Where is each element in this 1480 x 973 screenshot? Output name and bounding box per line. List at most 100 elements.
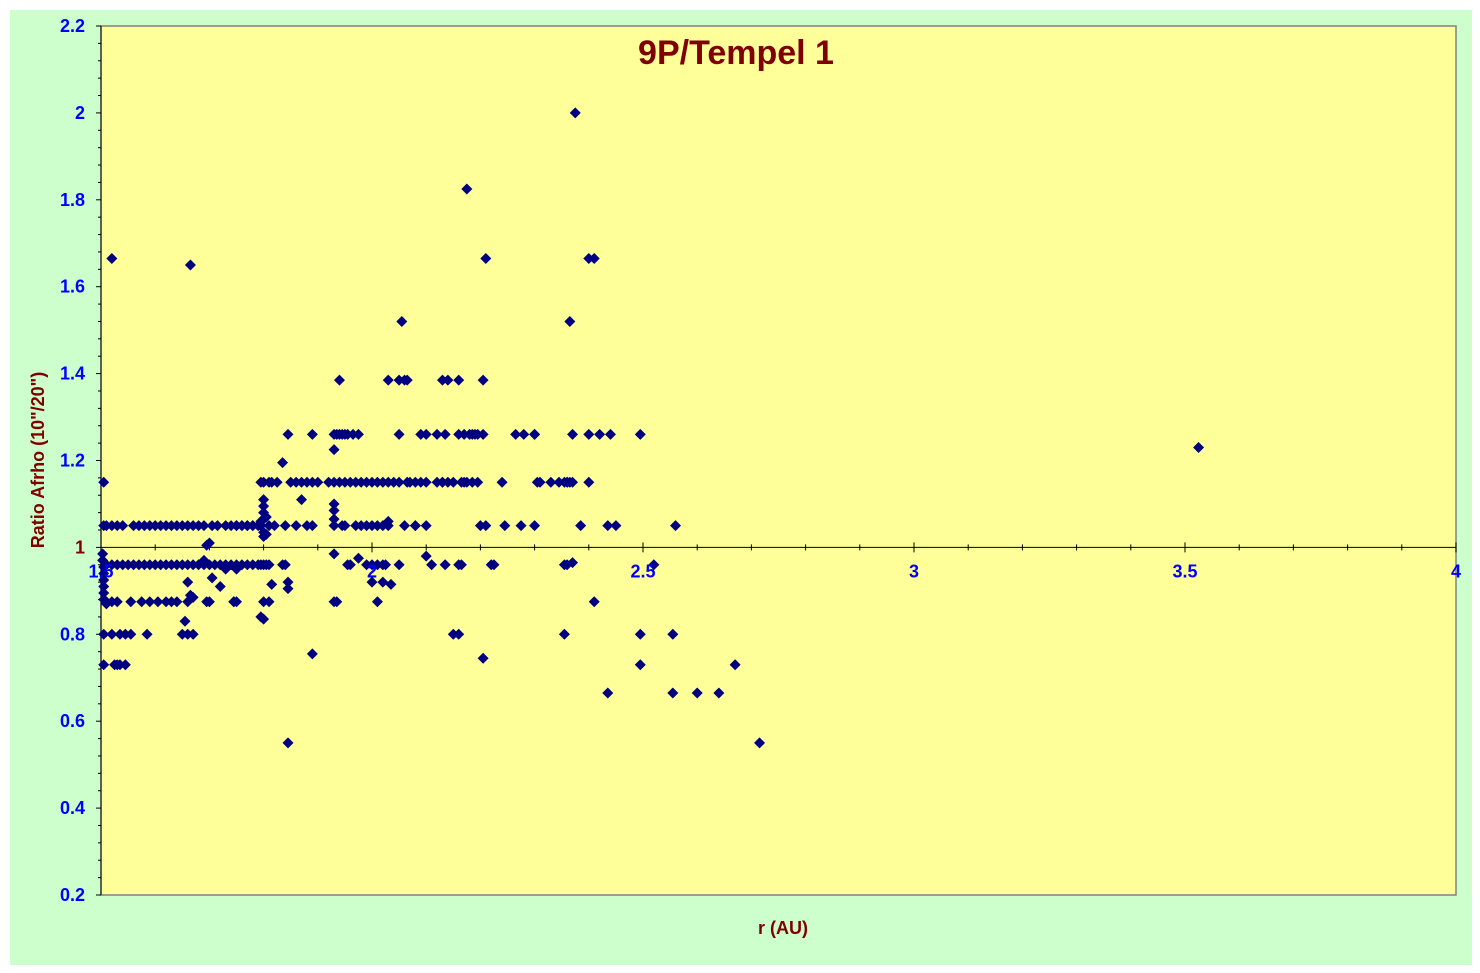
data-point (464, 428, 476, 440)
data-point (634, 428, 646, 440)
data-point (328, 520, 340, 532)
data-point (141, 628, 153, 640)
data-point (184, 259, 196, 271)
x-tick-label: 1.5 (88, 561, 113, 581)
data-point (98, 659, 110, 671)
data-point (212, 520, 224, 532)
data-point (480, 520, 492, 532)
data-point (382, 515, 394, 527)
data-point (648, 559, 660, 571)
x-tick-label: 2.5 (630, 561, 655, 581)
data-point (385, 578, 397, 590)
data-point (380, 559, 392, 571)
data-point (260, 511, 272, 523)
x-tick-label: 2 (367, 561, 377, 581)
data-point (97, 548, 109, 560)
data-point (312, 476, 324, 488)
data-point (529, 520, 541, 532)
data-point (1193, 441, 1205, 453)
data-point (258, 500, 270, 512)
data-point (198, 554, 210, 566)
data-point (575, 520, 587, 532)
data-point (472, 428, 484, 440)
data-point (179, 615, 191, 627)
data-point (290, 520, 302, 532)
data-point (558, 628, 570, 640)
data-point (670, 520, 682, 532)
data-point (266, 578, 278, 590)
data-point (583, 476, 595, 488)
x-tick-label: 3 (909, 561, 919, 581)
data-point (436, 476, 448, 488)
data-point (442, 374, 454, 386)
data-point (545, 476, 557, 488)
data-point (567, 428, 579, 440)
data-point (729, 659, 741, 671)
data-point (203, 596, 215, 608)
data-point (279, 520, 291, 532)
data-point (182, 628, 194, 640)
data-point (282, 428, 294, 440)
data-point (328, 548, 340, 560)
data-point (198, 520, 210, 532)
y-tick-label: 1.2 (60, 451, 85, 471)
data-point (328, 513, 340, 525)
data-point (439, 428, 451, 440)
data-point (553, 476, 565, 488)
data-point (263, 596, 275, 608)
data-point (399, 520, 411, 532)
data-point (569, 107, 581, 119)
data-point (339, 520, 351, 532)
data-point (604, 428, 616, 440)
data-point (567, 476, 579, 488)
y-tick-label: 1.4 (60, 364, 85, 384)
data-point (515, 520, 527, 532)
data-point (477, 374, 489, 386)
data-point (602, 520, 614, 532)
data-point (426, 559, 438, 571)
data-point (333, 374, 345, 386)
data-point (439, 559, 451, 571)
data-point (98, 574, 110, 586)
data-point (119, 659, 131, 671)
data-point (328, 498, 340, 510)
data-point (260, 528, 272, 540)
y-tick-label: 1 (75, 537, 85, 557)
data-point (220, 563, 232, 575)
data-point (328, 504, 340, 516)
data-point (371, 596, 383, 608)
data-point (401, 374, 413, 386)
plot-area (100, 25, 1457, 896)
data-point (263, 559, 275, 571)
y-tick-label: 2 (75, 103, 85, 123)
data-point (583, 428, 595, 440)
data-point (602, 687, 614, 699)
data-point (691, 687, 703, 699)
data-point (98, 587, 110, 599)
data-point (634, 659, 646, 671)
x-axis-title: r (AU) (758, 918, 808, 938)
data-point (567, 557, 579, 569)
data-point (282, 576, 294, 588)
data-point (529, 428, 541, 440)
data-point (296, 494, 308, 506)
x-tick-label: 3.5 (1172, 561, 1197, 581)
data-points (97, 107, 1205, 749)
y-tick-label: 1.8 (60, 190, 85, 210)
data-point (98, 628, 110, 640)
data-point (477, 652, 489, 664)
data-point (518, 428, 530, 440)
data-point (377, 576, 389, 588)
data-point (396, 315, 408, 327)
data-point (461, 183, 473, 195)
data-point (588, 252, 600, 264)
data-point (366, 576, 378, 588)
data-point (455, 559, 467, 571)
tick-labels: 0.2 0.4 0.6 0.8 1 1.2 1.4 1.6 1.8 2 2.2 1.5 2 2.5 3 3.5… (60, 16, 1461, 905)
data-point (98, 476, 110, 488)
data-point (594, 428, 606, 440)
chart-title: 9P/Tempel 1 (638, 34, 834, 72)
data-point (187, 591, 199, 603)
data-point (331, 596, 343, 608)
